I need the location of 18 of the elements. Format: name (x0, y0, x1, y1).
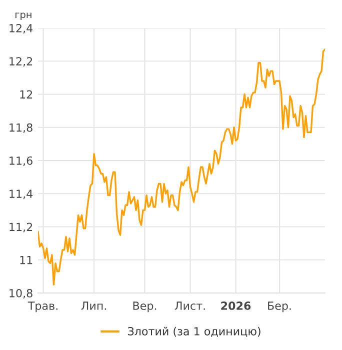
y-tick-label: 11,4 (10, 190, 33, 200)
y-tick-label: 11,2 (10, 222, 32, 232)
y-axis-title: грн (16, 12, 32, 20)
line-series (38, 48, 325, 286)
x-tick-label: Лип. (81, 302, 106, 310)
y-tick-label: 12,4 (10, 24, 33, 34)
x-tick-label: Лист. (174, 302, 205, 310)
y-tick-label: 10,8 (10, 288, 32, 299)
legend-label: Злотий (за 1 одиницю) (128, 326, 260, 337)
y-tick-label: 11 (20, 256, 32, 264)
y-tick-label: 11,8 (10, 123, 32, 133)
y-tick-label: 11,6 (10, 156, 32, 166)
x-tick-label: Вер. (133, 302, 156, 312)
x-tick-label: Трав. (28, 302, 58, 312)
y-tick-label: 12,2 (10, 57, 32, 67)
x-tick-label: 2026 (221, 302, 251, 310)
x-tick-label: Бер. (268, 302, 291, 312)
y-tick-label: 12 (20, 90, 32, 98)
